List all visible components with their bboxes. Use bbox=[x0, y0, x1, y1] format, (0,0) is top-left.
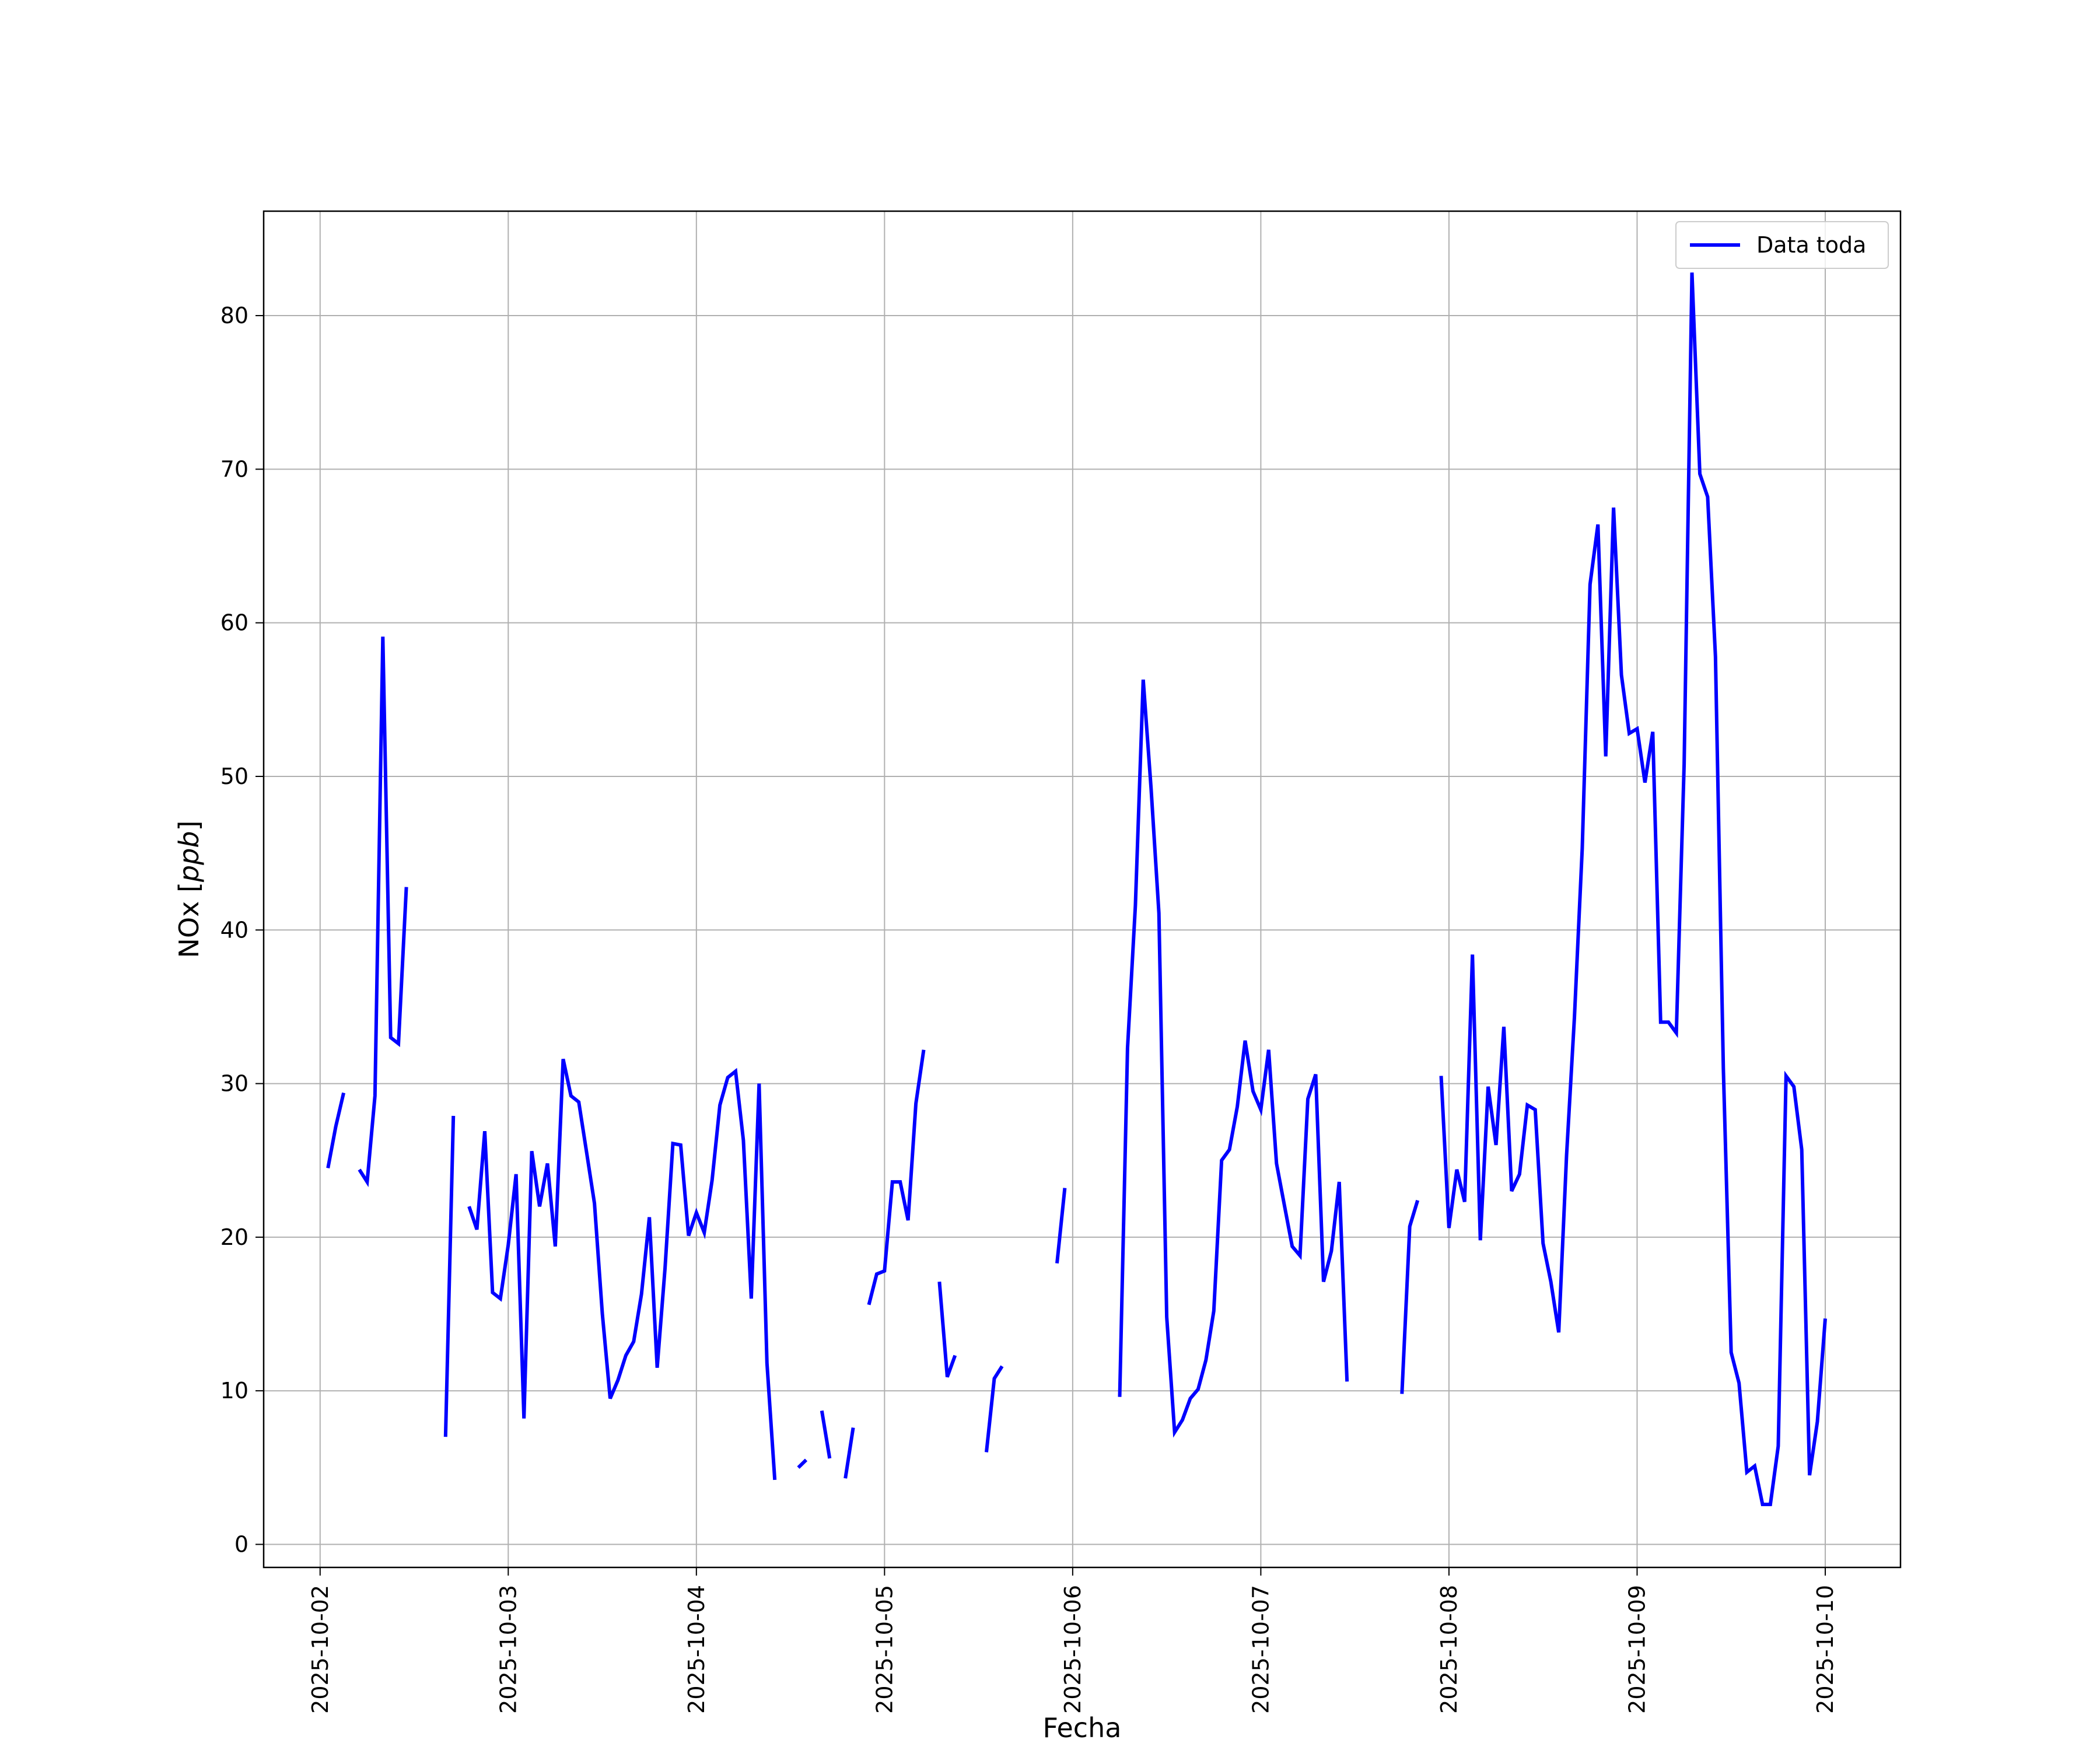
series-line-segment bbox=[326, 1092, 346, 1168]
plot-lines bbox=[326, 272, 1827, 1506]
y-tick-label: 50 bbox=[220, 764, 249, 789]
y-tick-label: 40 bbox=[220, 917, 249, 943]
y-tick-label: 70 bbox=[220, 456, 249, 482]
y-tick-label: 30 bbox=[220, 1071, 249, 1097]
y-tick-label: 80 bbox=[220, 303, 249, 328]
series-line-segment bbox=[1439, 272, 1827, 1506]
x-tick-label: 2025-10-10 bbox=[1812, 1585, 1838, 1714]
y-axis-ticks: 0 10 20 30 40 50 60 70 80 bbox=[220, 303, 264, 1558]
plot-frame bbox=[262, 210, 1902, 1569]
legend-box bbox=[1675, 221, 1889, 269]
series-line-segment bbox=[467, 1058, 777, 1480]
x-tick-label: 2025-10-08 bbox=[1436, 1585, 1462, 1714]
x-axis-label: Fecha bbox=[1043, 1712, 1122, 1744]
y-axis-label-close: ] bbox=[173, 821, 205, 831]
y-tick-label: 60 bbox=[220, 610, 249, 636]
y-tick-label: 10 bbox=[220, 1378, 249, 1404]
x-tick-label: 2025-10-04 bbox=[684, 1585, 709, 1714]
y-tick-label: 20 bbox=[220, 1224, 249, 1250]
y-axis-label: NOx [ppb] bbox=[173, 821, 205, 958]
legend: Data toda bbox=[1675, 221, 1889, 269]
series-line-segment bbox=[820, 1410, 832, 1459]
x-tick-label: 2025-10-09 bbox=[1624, 1585, 1650, 1714]
series-line-segment bbox=[443, 1115, 456, 1437]
y-axis-label-base: NOx [ bbox=[173, 882, 205, 958]
series-line-segment bbox=[797, 1458, 808, 1469]
x-tick-label: 2025-10-06 bbox=[1060, 1585, 1086, 1714]
x-tick-label: 2025-10-02 bbox=[307, 1585, 333, 1714]
series-line-segment bbox=[1118, 679, 1349, 1438]
x-tick-label: 2025-10-07 bbox=[1248, 1585, 1273, 1714]
series-line-segment bbox=[844, 1427, 855, 1479]
x-tick-label: 2025-10-05 bbox=[872, 1585, 897, 1714]
series-line-segment bbox=[358, 636, 408, 1188]
x-tick-label: 2025-10-03 bbox=[495, 1585, 521, 1714]
series-line-segment bbox=[1400, 1199, 1420, 1394]
x-axis-ticks: 2025-10-02 2025-10-03 2025-10-04 2025-10-05… bbox=[307, 1567, 1838, 1714]
series-line-segment bbox=[985, 1365, 1004, 1452]
y-axis-label-unit: ppb bbox=[173, 831, 205, 883]
y-tick-label: 0 bbox=[235, 1532, 249, 1558]
legend-entry-data-toda: Data toda bbox=[1756, 232, 1866, 258]
series-line-segment bbox=[867, 1049, 926, 1306]
series-line-segment bbox=[1055, 1188, 1067, 1264]
grid bbox=[264, 211, 1901, 1567]
series-line-segment bbox=[937, 1281, 957, 1378]
